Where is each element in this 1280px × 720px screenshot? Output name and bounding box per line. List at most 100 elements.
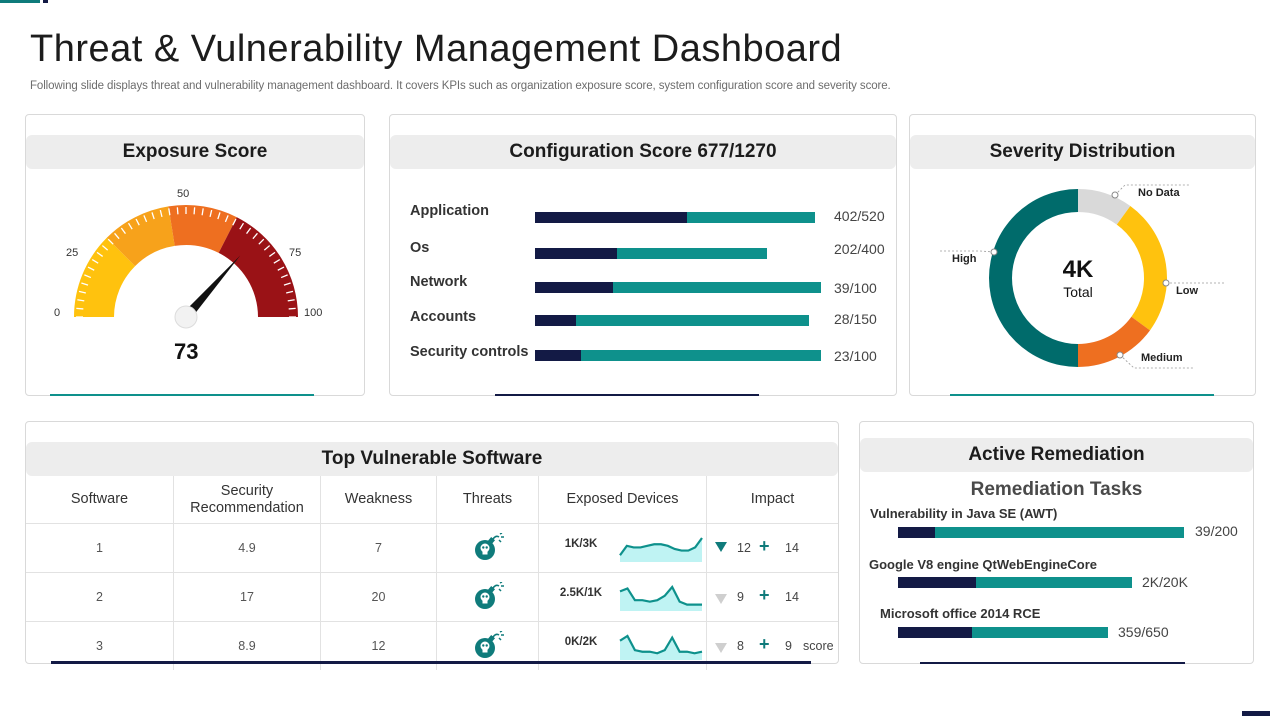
gauge-band-1 (106, 206, 175, 267)
gauge-minor-tick (101, 245, 109, 251)
top-vulnerable-software-title: Top Vulnerable Software (26, 442, 838, 476)
software-underline (51, 661, 811, 664)
config-bar (535, 282, 821, 293)
corner-accent-bottom (1242, 711, 1270, 716)
remediation-bar-segment-done (898, 577, 976, 588)
cell-software: 3 (26, 622, 174, 670)
donut-slice-no-data (1078, 189, 1131, 225)
config-bar (535, 350, 821, 361)
severity-distribution-panel: Severity Distribution 4K Total No Data L… (909, 114, 1256, 396)
gauge-minor-tick (76, 307, 84, 310)
active-remediation-panel: Active Remediation Remediation Tasks Vul… (859, 421, 1254, 664)
severity-label-medium: Medium (1141, 352, 1183, 364)
config-label: Os (410, 240, 430, 256)
gauge-tick-100: 100 (304, 307, 323, 319)
cell-recommendation: 17 (174, 573, 321, 621)
gauge-minor-tick (283, 282, 291, 286)
gauge-minor-tick (151, 212, 155, 220)
config-value: 202/400 (834, 241, 885, 257)
remediation-task-label: Vulnerability in Java SE (AWT) (870, 506, 1058, 521)
sparkline-area (620, 636, 702, 660)
remediation-task-value: 359/650 (1118, 624, 1169, 640)
config-bar-segment-total (686, 212, 815, 223)
remediation-task-value: 2K/20K (1142, 574, 1188, 590)
gauge-needle (182, 255, 241, 321)
severity-label-low: Low (1176, 285, 1198, 297)
gauge-minor-tick (268, 251, 276, 257)
gauge-minor-tick (78, 290, 86, 294)
plus-icon: + (759, 536, 770, 556)
config-bar-segment-total (613, 282, 821, 293)
configuration-score-panel: Configuration Score 677/1270 Application… (389, 114, 897, 396)
cell-exposed-devices: 0K/2K (539, 622, 707, 670)
column-header-weakness: Weakness (321, 476, 437, 523)
exposed-devices-text: 0K/2K (564, 636, 598, 648)
config-bar-segment-achieved (535, 350, 582, 361)
exposure-score-panel: Exposure Score 0 25 50 75 100 73 (25, 114, 365, 396)
configuration-underline (495, 394, 759, 396)
config-value: 23/100 (834, 348, 877, 364)
page-subtitle: Following slide displays threat and vuln… (30, 80, 891, 92)
severity-label-no-data: No Data (1138, 187, 1180, 199)
config-bar (535, 315, 809, 326)
sparkline-line (619, 537, 703, 556)
gauge-minor-tick (135, 218, 140, 226)
software-table: Software Security Recommendation Weaknes… (26, 476, 838, 670)
severity-distribution-title: Severity Distribution (910, 135, 1255, 169)
remediation-bar-segment-done (898, 527, 935, 538)
donut-slice-high (989, 189, 1078, 367)
remediation-bar-segment-total (976, 577, 1132, 588)
config-label: Application (410, 203, 489, 219)
gauge-minor-tick (286, 290, 294, 294)
remediation-task-label: Microsoft office 2014 RCE (880, 606, 1041, 621)
bomb-icon (474, 533, 504, 560)
impact-group: 12 +14 (707, 524, 838, 572)
exposure-score-value: 73 (174, 339, 199, 364)
gauge-minor-tick (263, 245, 271, 251)
table-header-row: Software Security Recommendation Weaknes… (26, 476, 838, 523)
cell-impact: 12 +14 (707, 524, 838, 572)
gauge-tick-0: 0 (54, 307, 61, 319)
bomb-icon (474, 631, 504, 658)
exposure-underline (50, 394, 314, 396)
gauge-band-3 (218, 217, 298, 317)
donut-leader-marker (990, 248, 998, 256)
cell-threats (437, 524, 539, 572)
exposed-devices-text: 1K/3K (564, 538, 598, 550)
gauge-minor-tick (277, 266, 285, 271)
config-label: Network (410, 274, 468, 290)
config-value: 28/150 (834, 311, 877, 327)
config-bar-segment-achieved (535, 248, 617, 259)
bomb-icon (474, 582, 504, 609)
gauge-minor-tick (209, 209, 213, 217)
column-header-recommendation-text: Security Recommendation (190, 482, 304, 516)
exposed-devices-sparkline (619, 634, 703, 660)
cell-impact: 8 +9 score (707, 622, 838, 670)
donut-slice-medium (1078, 316, 1151, 367)
gauge-band-0 (74, 237, 136, 317)
gauge-minor-tick (87, 266, 95, 271)
remediation-task-label: Google V8 engine QtWebEngineCore (869, 557, 1098, 572)
remediation-task-value: 39/200 (1195, 523, 1238, 539)
page-title: Threat & Vulnerability Management Dashbo… (30, 28, 843, 70)
sparkline-area (620, 538, 702, 562)
impact-group: 9 +14 (707, 573, 838, 621)
gauge-minor-tick (114, 232, 120, 240)
gauge-minor-tick (280, 274, 288, 279)
gauge-minor-tick (201, 208, 204, 216)
gauge-minor-tick (176, 207, 179, 215)
gauge-minor-tick (120, 227, 126, 235)
gauge-minor-tick (96, 251, 104, 257)
gauge-minor-tick (252, 232, 258, 240)
exposure-gauge (74, 205, 298, 329)
impact-value-a: 8 (737, 639, 744, 653)
impact-group: 8 +9 score (707, 622, 838, 670)
config-bar-segment-total (576, 315, 809, 326)
gauge-minor-tick (258, 238, 265, 245)
donut-slice-low (1116, 205, 1167, 331)
config-bar (535, 212, 815, 223)
config-bar-segment-achieved (535, 315, 577, 326)
column-header-exposed-devices: Exposed Devices (539, 476, 707, 523)
gauge-minor-tick (287, 299, 295, 302)
gauge-minor-tick (224, 215, 229, 223)
